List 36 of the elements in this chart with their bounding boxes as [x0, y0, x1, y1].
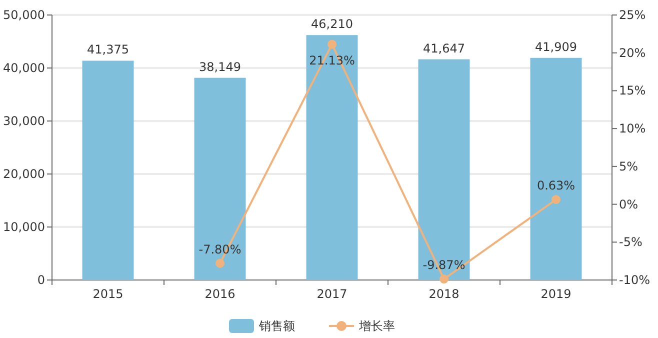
bar	[418, 59, 470, 280]
x-tick-label: 2016	[204, 287, 236, 301]
x-tick-label: 2017	[316, 287, 348, 301]
bar	[194, 78, 246, 280]
y-tick-label: 40,000	[3, 61, 45, 75]
legend-label: 增长率	[358, 319, 395, 333]
y-tick-label: 20,000	[3, 167, 45, 181]
bar	[530, 58, 582, 280]
y2-tick-label: 20%	[619, 46, 646, 60]
y2-tick-label: 5%	[619, 159, 638, 174]
legend-label: 销售额	[258, 319, 295, 333]
data-label: 38,149	[199, 60, 241, 74]
y-tick-label: 50,000	[3, 8, 45, 22]
y2-tick-label: 25%	[619, 8, 646, 22]
bar	[82, 60, 134, 280]
data-label: 41,375	[87, 42, 129, 57]
x-tick-label: 2019	[540, 287, 572, 301]
data-label: 46,210	[311, 17, 353, 32]
point	[328, 40, 336, 49]
y2-tick-label: 15%	[619, 84, 646, 98]
data-label: 0.63%	[536, 178, 576, 193]
point	[216, 258, 224, 268]
y-tick-label: 10,000	[3, 220, 45, 234]
data-label: 41,909	[535, 40, 577, 54]
point	[440, 274, 448, 284]
y2-tick-label: 10%	[619, 122, 646, 136]
y-tick-label: 30,000	[3, 114, 45, 128]
data-label: 41,647	[423, 41, 465, 56]
x-tick-label: 2015	[92, 287, 124, 301]
y2-tick-label: 0%	[619, 197, 638, 212]
x-tick-label: 2018	[428, 287, 460, 301]
y2-tick-label: -5%	[619, 235, 642, 250]
bar	[306, 35, 358, 280]
y-tick-label: 0	[37, 273, 45, 287]
point	[552, 195, 560, 204]
y2-tick-label: -10%	[619, 273, 650, 287]
